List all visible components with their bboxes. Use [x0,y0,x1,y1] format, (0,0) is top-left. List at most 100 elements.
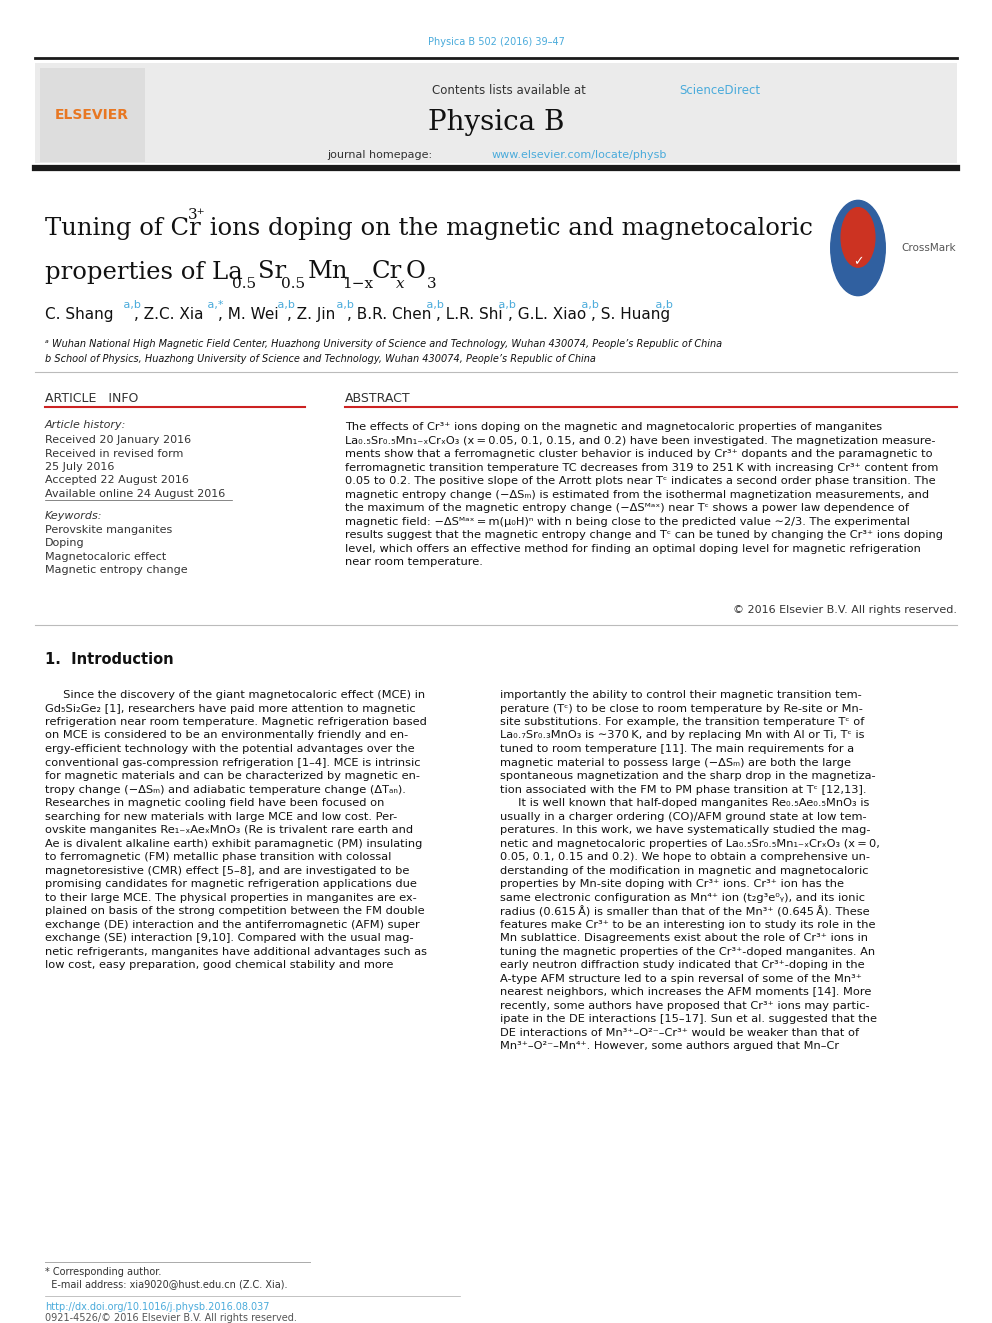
Text: , G.L. Xiao: , G.L. Xiao [508,307,586,321]
Text: peratures. In this work, we have systematically studied the mag-: peratures. In this work, we have systema… [500,826,871,835]
Text: magnetic material to possess large (−ΔSₘ) are both the large: magnetic material to possess large (−ΔSₘ… [500,758,851,767]
Text: netic refrigerants, manganites have additional advantages such as: netic refrigerants, manganites have addi… [45,946,427,957]
Text: ments show that a ferromagnetic cluster behavior is induced by Cr³⁺ dopants and : ments show that a ferromagnetic cluster … [345,448,932,459]
Text: refrigeration near room temperature. Magnetic refrigeration based: refrigeration near room temperature. Mag… [45,717,427,728]
Text: , B.R. Chen: , B.R. Chen [347,307,432,321]
Text: promising candidates for magnetic refrigeration applications due: promising candidates for magnetic refrig… [45,878,417,889]
Text: plained on basis of the strong competition between the FM double: plained on basis of the strong competiti… [45,906,425,916]
Text: 3: 3 [427,277,436,291]
Text: a,b: a,b [333,300,354,310]
Text: x: x [396,277,405,291]
Text: a,b: a,b [578,300,599,310]
Text: exchange (DE) interaction and the antiferromagnetic (AFM) super: exchange (DE) interaction and the antife… [45,919,420,930]
Text: the maximum of the magnetic entropy change (−ΔSᴹᵃˣ) near Tᶜ shows a power law de: the maximum of the magnetic entropy chan… [345,503,909,513]
Text: recently, some authors have proposed that Cr³⁺ ions may partic-: recently, some authors have proposed tha… [500,1000,870,1011]
Text: E-mail address: xia9020@hust.edu.cn (Z.C. Xia).: E-mail address: xia9020@hust.edu.cn (Z.C… [45,1279,288,1289]
Text: Magnetic entropy change: Magnetic entropy change [45,565,187,576]
Text: Contents lists available at: Contents lists available at [432,83,589,97]
Text: Gd₅Si₂Ge₂ [1], researchers have paid more attention to magnetic: Gd₅Si₂Ge₂ [1], researchers have paid mor… [45,704,416,713]
Text: Since the discovery of the giant magnetocaloric effect (MCE) in: Since the discovery of the giant magneto… [45,691,426,700]
Text: The effects of Cr³⁺ ions doping on the magnetic and magnetocaloric properties of: The effects of Cr³⁺ ions doping on the m… [345,422,882,433]
Text: www.elsevier.com/locate/physb: www.elsevier.com/locate/physb [491,149,667,160]
Text: O: O [406,261,426,283]
Text: properties by Mn-site doping with Cr³⁺ ions. Cr³⁺ ion has the: properties by Mn-site doping with Cr³⁺ i… [500,878,844,889]
Text: , L.R. Shi: , L.R. Shi [436,307,503,321]
Text: ScienceDirect: ScienceDirect [680,83,761,97]
FancyBboxPatch shape [35,64,957,163]
Text: Available online 24 August 2016: Available online 24 August 2016 [45,490,225,499]
Text: tropy change (−ΔSₘ) and adiabatic temperature change (ΔTₐₙ).: tropy change (−ΔSₘ) and adiabatic temper… [45,785,406,795]
Text: magnetic field: −ΔSᴹᵃˣ = m(μ₀H)ⁿ with n being close to the predicted value ∼2/3.: magnetic field: −ΔSᴹᵃˣ = m(μ₀H)ⁿ with n … [345,516,910,527]
Text: a,b: a,b [495,300,516,310]
Ellipse shape [841,208,875,267]
Text: for magnetic materials and can be characterized by magnetic en-: for magnetic materials and can be charac… [45,771,420,781]
Text: Magnetocaloric effect: Magnetocaloric effect [45,552,167,562]
Text: nearest neighbors, which increases the AFM moments [14]. More: nearest neighbors, which increases the A… [500,987,871,998]
Text: b School of Physics, Huazhong University of Science and Technology, Wuhan 430074: b School of Physics, Huazhong University… [45,355,596,364]
Text: Sr: Sr [258,261,286,283]
Text: La₀.₇Sr₀.₃MnO₃ is ∼370 K, and by replacing Mn with Al or Ti, Tᶜ is: La₀.₇Sr₀.₃MnO₃ is ∼370 K, and by replaci… [500,730,864,741]
Text: exchange (SE) interaction [9,10]. Compared with the usual mag-: exchange (SE) interaction [9,10]. Compar… [45,933,414,943]
Text: to ferromagnetic (FM) metallic phase transition with colossal: to ferromagnetic (FM) metallic phase tra… [45,852,392,863]
Text: Accepted 22 August 2016: Accepted 22 August 2016 [45,475,188,486]
Text: netic and magnetocaloric properties of La₀.₅Sr₀.₅Mn₁₋ₓCrₓO₃ (x = 0,: netic and magnetocaloric properties of L… [500,839,880,848]
Text: Physica B: Physica B [428,108,564,135]
Text: ARTICLE   INFO: ARTICLE INFO [45,392,138,405]
Text: © 2016 Elsevier B.V. All rights reserved.: © 2016 Elsevier B.V. All rights reserved… [733,605,957,615]
Text: , M. Wei: , M. Wei [218,307,279,321]
Text: features make Cr³⁺ to be an interesting ion to study its role in the: features make Cr³⁺ to be an interesting … [500,919,876,930]
Text: usually in a charger ordering (CO)/AFM ground state at low tem-: usually in a charger ordering (CO)/AFM g… [500,811,867,822]
Text: , Z. Jin: , Z. Jin [287,307,335,321]
Text: Received in revised form: Received in revised form [45,448,184,459]
Text: ergy-efficient technology with the potential advantages over the: ergy-efficient technology with the poten… [45,744,415,754]
Text: Keywords:: Keywords: [45,511,102,521]
Text: on MCE is considered to be an environmentally friendly and en-: on MCE is considered to be an environmen… [45,730,409,741]
Text: radius (0.615 Å) is smaller than that of the Mn³⁺ (0.645 Å). These: radius (0.615 Å) is smaller than that of… [500,906,870,917]
Text: level, which offers an effective method for finding an optimal doping level for : level, which offers an effective method … [345,544,921,553]
Text: ions doping on the magnetic and magnetocaloric: ions doping on the magnetic and magnetoc… [202,217,812,239]
Text: ovskite manganites Re₁₋ₓAeₓMnO₃ (Re is trivalent rare earth and: ovskite manganites Re₁₋ₓAeₓMnO₃ (Re is t… [45,826,413,835]
Text: perature (Tᶜ) to be close to room temperature by Re-site or Mn-: perature (Tᶜ) to be close to room temper… [500,704,863,713]
Text: Researches in magnetic cooling field have been focused on: Researches in magnetic cooling field hav… [45,798,384,808]
Text: conventional gas-compression refrigeration [1–4]. MCE is intrinsic: conventional gas-compression refrigerati… [45,758,421,767]
Text: a,b: a,b [274,300,295,310]
Text: properties of La: properties of La [45,261,243,283]
Text: DE interactions of Mn³⁺–O²⁻–Cr³⁺ would be weaker than that of: DE interactions of Mn³⁺–O²⁻–Cr³⁺ would b… [500,1028,859,1037]
Text: site substitutions. For example, the transition temperature Tᶜ of: site substitutions. For example, the tra… [500,717,864,728]
Text: Mn: Mn [308,261,348,283]
Ellipse shape [830,200,885,295]
Text: magnetoresistive (CMR) effect [5–8], and are investigated to be: magnetoresistive (CMR) effect [5–8], and… [45,865,410,876]
Text: ABSTRACT: ABSTRACT [345,392,411,405]
Text: importantly the ability to control their magnetic transition tem-: importantly the ability to control their… [500,691,862,700]
Text: CrossMark: CrossMark [902,243,956,253]
Text: Article history:: Article history: [45,419,126,430]
Text: 1.  Introduction: 1. Introduction [45,652,174,668]
Text: It is well known that half-doped manganites Re₀.₅Ae₀.₅MnO₃ is: It is well known that half-doped mangani… [500,798,869,808]
Text: Ae is divalent alkaline earth) exhibit paramagnetic (PM) insulating: Ae is divalent alkaline earth) exhibit p… [45,839,423,848]
Text: Cr: Cr [372,261,402,283]
Text: ipate in the DE interactions [15–17]. Sun et al. suggested that the: ipate in the DE interactions [15–17]. Su… [500,1013,877,1024]
Text: 0.5: 0.5 [281,277,306,291]
Text: 3⁺: 3⁺ [188,208,205,222]
Text: same electronic configuration as Mn⁴⁺ ion (t₂g³e⁰ᵧ), and its ionic: same electronic configuration as Mn⁴⁺ io… [500,893,865,902]
Text: a,b: a,b [652,300,673,310]
Text: Doping: Doping [45,538,84,549]
Text: , S. Huang: , S. Huang [591,307,671,321]
Text: Physica B 502 (2016) 39–47: Physica B 502 (2016) 39–47 [428,37,564,48]
Text: Tuning of Cr: Tuning of Cr [45,217,200,239]
Text: A-type AFM structure led to a spin reversal of some of the Mn³⁺: A-type AFM structure led to a spin rever… [500,974,862,983]
Text: results suggest that the magnetic entropy change and Tᶜ can be tuned by changing: results suggest that the magnetic entrop… [345,531,943,540]
Text: , Z.C. Xia: , Z.C. Xia [134,307,203,321]
Text: ferromagnetic transition temperature TC decreases from 319 to 251 K with increas: ferromagnetic transition temperature TC … [345,463,938,472]
Text: Mn³⁺–O²⁻–Mn⁴⁺. However, some authors argued that Mn–Cr: Mn³⁺–O²⁻–Mn⁴⁺. However, some authors arg… [500,1041,839,1050]
Text: tuned to room temperature [11]. The main requirements for a: tuned to room temperature [11]. The main… [500,744,854,754]
Text: Received 20 January 2016: Received 20 January 2016 [45,435,191,445]
Text: 0.5: 0.5 [232,277,256,291]
FancyBboxPatch shape [40,67,145,161]
Text: a,*: a,* [204,300,223,310]
Text: near room temperature.: near room temperature. [345,557,483,568]
Text: derstanding of the modification in magnetic and magnetocaloric: derstanding of the modification in magne… [500,865,869,876]
Text: ᵃ Wuhan National High Magnetic Field Center, Huazhong University of Science and : ᵃ Wuhan National High Magnetic Field Cen… [45,339,722,349]
Text: 25 July 2016: 25 July 2016 [45,462,114,472]
Text: Perovskite manganites: Perovskite manganites [45,525,173,534]
